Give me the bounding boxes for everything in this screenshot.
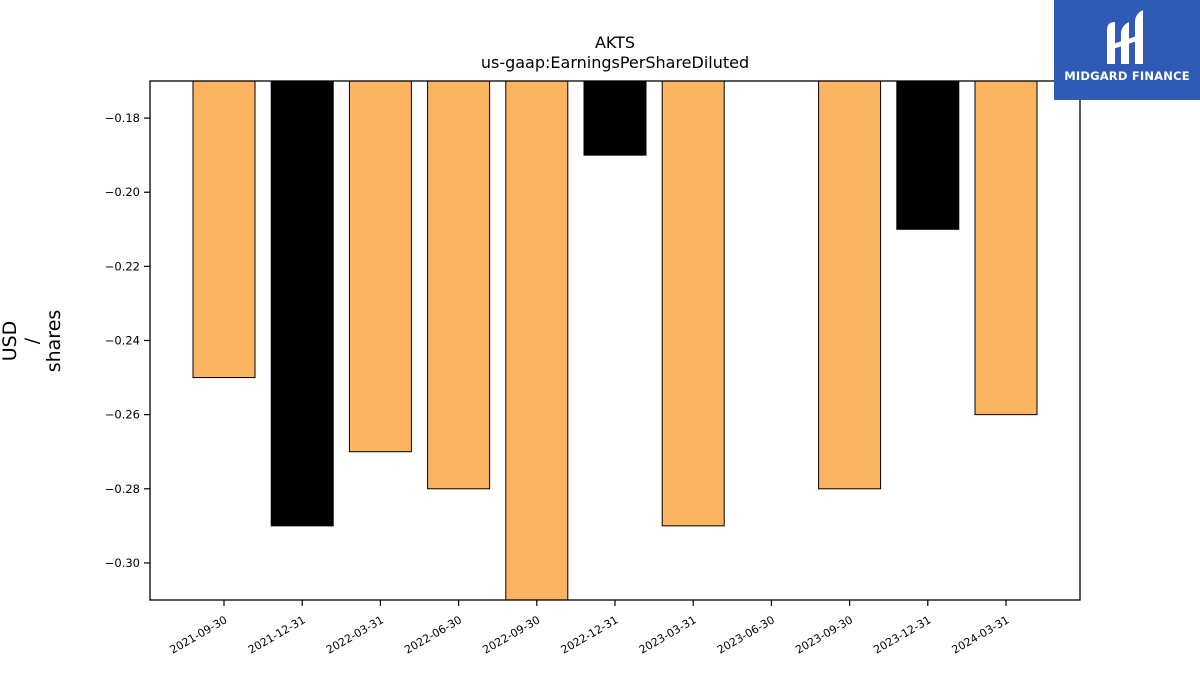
- bar: [348, 80, 412, 453]
- bar: [192, 80, 256, 379]
- logo-text: MIDGARD FINANCE: [1064, 69, 1190, 83]
- x-tick-label: 2023-03-31: [637, 613, 699, 656]
- x-tick-label: 2022-06-30: [402, 613, 464, 656]
- y-tick-label: −0.30: [105, 556, 140, 570]
- bar: [505, 80, 569, 601]
- y-tick-label: −0.26: [105, 408, 140, 422]
- y-tick-label: −0.22: [105, 259, 140, 273]
- logo: MIDGARD FINANCE: [1054, 0, 1200, 100]
- y-axis-label-line: shares: [43, 310, 65, 373]
- midgard-logo-icon: [1107, 10, 1143, 64]
- x-tick-label: 2024-03-31: [950, 613, 1012, 656]
- x-tick-label: 2022-03-31: [324, 613, 386, 656]
- y-tick-label: −0.18: [105, 111, 140, 125]
- bar: [583, 80, 647, 156]
- x-axis: 2021-09-30 2021-12-31 2022-03-31 2022-06-30…: [168, 600, 1012, 657]
- x-tick-label: 2021-09-30: [168, 613, 230, 656]
- bar: [427, 80, 491, 490]
- bar: [270, 80, 334, 527]
- x-tick-label: 2023-12-31: [871, 613, 933, 656]
- y-axis-label: USD / shares: [0, 310, 65, 373]
- x-tick-label: 2022-12-31: [559, 613, 621, 656]
- chart-title: AKTS: [595, 33, 635, 52]
- bar: [896, 80, 960, 230]
- bar: [818, 80, 882, 490]
- y-tick-label: −0.24: [105, 334, 140, 348]
- bar: [974, 80, 1038, 416]
- x-tick-label: 2023-06-30: [715, 613, 777, 656]
- y-axis: −0.18 −0.20 −0.22 −0.24 −0.26 −0.28 −0.30: [105, 111, 150, 570]
- y-tick-label: −0.20: [105, 185, 140, 199]
- chart-subtitle: us-gaap:EarningsPerShareDiluted: [481, 53, 749, 72]
- x-tick-label: 2021-12-31: [246, 613, 308, 656]
- x-tick-label: 2022-09-30: [480, 613, 542, 656]
- bar: [661, 80, 725, 527]
- bars-group: [192, 80, 1038, 601]
- y-axis-label-line: USD: [0, 321, 21, 362]
- y-tick-label: −0.28: [105, 482, 140, 496]
- y-axis-label-line: /: [21, 337, 43, 344]
- plot-frame: [149, 80, 1081, 601]
- x-tick-label: 2023-09-30: [793, 613, 855, 656]
